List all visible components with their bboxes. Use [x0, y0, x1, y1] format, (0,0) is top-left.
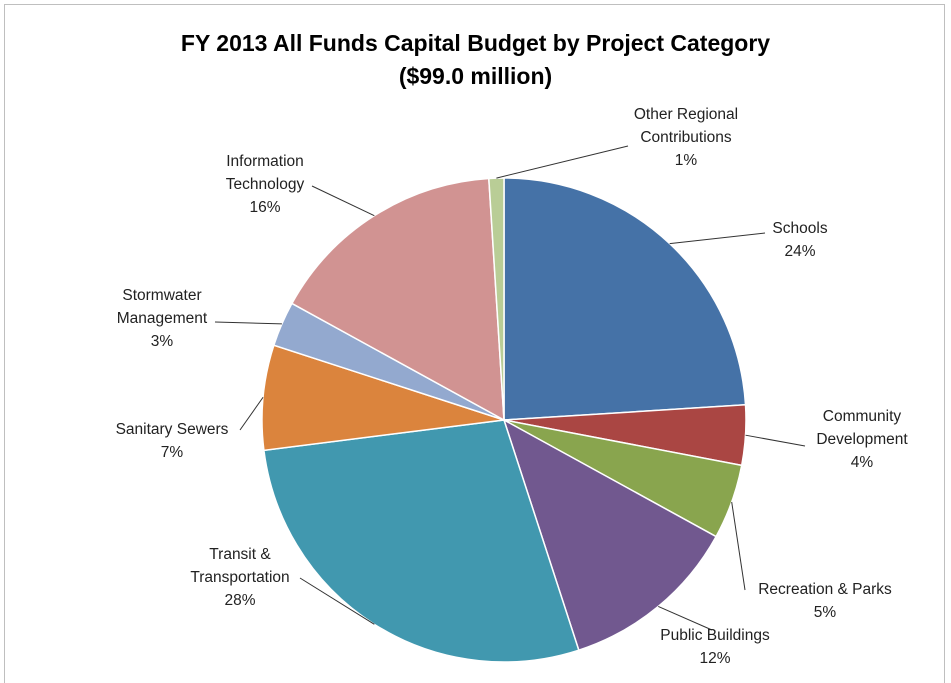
leader-line — [731, 501, 746, 591]
pie-slice — [503, 177, 747, 421]
category-name: Community Development — [816, 408, 908, 448]
leader-line — [658, 606, 713, 631]
slice-label: Transit & Transportation 28% — [175, 543, 305, 612]
pie-slice — [502, 418, 718, 652]
pie-slice — [261, 344, 505, 452]
value-label: 1% — [674, 152, 698, 169]
leader-line — [311, 185, 375, 217]
category-name: Transit & Transportation — [190, 546, 290, 586]
leader-line — [669, 232, 766, 245]
slice-label: Other Regional Contributions 1% — [616, 103, 756, 172]
value-label: 3% — [150, 333, 174, 350]
value-label: 7% — [160, 444, 184, 461]
value-label: 16% — [249, 199, 281, 216]
chart-title: FY 2013 All Funds Capital Budget by Proj… — [180, 30, 771, 56]
value-label: 4% — [850, 454, 874, 471]
slice-label: Schools 24% — [740, 217, 860, 263]
value-label: 24% — [784, 243, 816, 260]
value-label: 12% — [699, 650, 731, 667]
category-name: Stormwater Management — [116, 287, 208, 327]
pie-slice — [290, 177, 505, 422]
slice-label: Sanitary Sewers 7% — [97, 418, 247, 464]
slice-label: Information Technology 16% — [205, 150, 325, 219]
pie-slice — [263, 419, 580, 663]
slice-label: Community Development 4% — [797, 405, 927, 474]
category-name: Other Regional Contributions — [633, 106, 739, 146]
leader-line — [496, 145, 629, 179]
leader-line — [745, 434, 806, 447]
value-label: 28% — [224, 592, 256, 609]
category-name: Recreation & Parks — [758, 581, 892, 598]
leader-line — [214, 321, 282, 325]
slice-label: Recreation & Parks 5% — [740, 578, 910, 624]
chart-frame — [4, 4, 945, 683]
value-label: 5% — [813, 604, 837, 621]
category-name: Sanitary Sewers — [115, 421, 229, 438]
category-name: Schools — [772, 220, 828, 237]
category-name: Public Buildings — [660, 627, 770, 644]
slice-label: Stormwater Management 3% — [97, 284, 227, 353]
category-name: Information Technology — [225, 153, 305, 193]
leader-line — [239, 396, 264, 431]
chart-subtitle: ($99.0 million) — [398, 63, 553, 89]
leader-line — [299, 577, 375, 625]
slice-label: Public Buildings 12% — [640, 624, 790, 670]
